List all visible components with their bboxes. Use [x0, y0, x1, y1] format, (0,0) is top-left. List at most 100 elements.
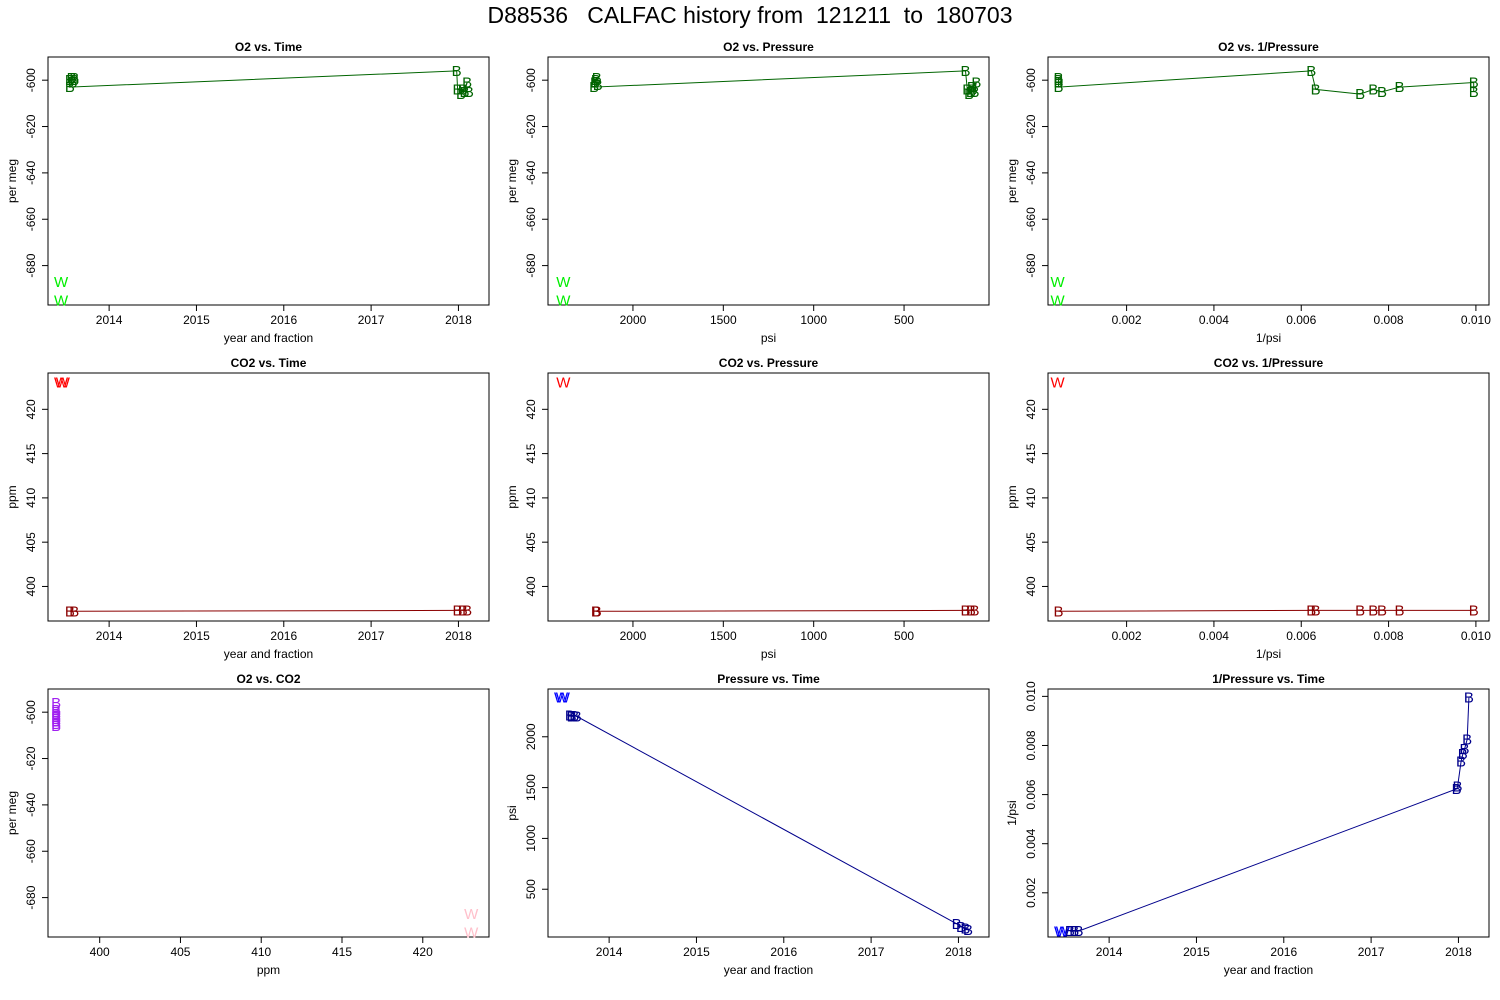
x-tick-label: 2014 [96, 313, 123, 327]
x-axis-label: psi [761, 647, 776, 661]
plot-frame [547, 56, 990, 306]
x-axis-label: year and fraction [724, 963, 813, 977]
data-point: B [67, 70, 77, 87]
x-axis-label: psi [761, 331, 776, 345]
x-tick-label: 2018 [445, 629, 472, 643]
data-point: B [69, 70, 79, 87]
data-point: B [1458, 746, 1468, 763]
data-point: B [51, 716, 61, 733]
data-point: B [968, 81, 978, 98]
figure-title: D88536 CALFAC history from 121211 to 180… [487, 2, 1013, 28]
x-tick-label: 1500 [710, 313, 737, 327]
series-line [595, 609, 975, 612]
data-point: W [556, 375, 571, 392]
y-tick-label: 400 [524, 576, 538, 596]
data-point: B [567, 708, 577, 725]
series-line [1058, 609, 1474, 612]
y-tick-label: 405 [1024, 532, 1038, 552]
y-axis-label: ppm [1005, 485, 1019, 508]
data-point: B [1462, 731, 1472, 748]
y-tick-label: 405 [524, 532, 538, 552]
x-axis-label: year and fraction [224, 331, 313, 345]
data-point: B [51, 702, 61, 719]
x-tick-label: 2017 [358, 629, 385, 643]
x-tick-label: 0.010 [1461, 313, 1491, 327]
y-tick-label: -680 [1024, 253, 1038, 277]
data-point: B [963, 922, 973, 939]
data-point: W [1051, 274, 1066, 291]
y-tick-label: -660 [524, 207, 538, 231]
x-axis-label: ppm [257, 963, 280, 977]
x-tick-label: 2018 [945, 945, 972, 959]
data-point: B [51, 709, 61, 726]
data-point: W [54, 292, 69, 309]
y-tick-label: 400 [1024, 576, 1038, 596]
panel: O2 vs. 1/Pressure 0.002 0.004 0.006 0.008 0.0… [1005, 40, 1491, 345]
y-tick-label: 415 [24, 443, 38, 463]
data-point: B [51, 704, 61, 721]
data-point: B [960, 63, 970, 80]
data-point: W [556, 292, 571, 309]
data-point: B [462, 602, 472, 619]
data-point: B [970, 84, 980, 101]
panel: Pressure vs. Time 2014 2015 2016 2017 2018 500… [505, 672, 990, 977]
y-tick-label: -640 [524, 161, 538, 185]
panel: O2 vs. Pressure 2000 1500 1000 500 -600 -620 -6… [505, 40, 990, 345]
data-point: B [67, 74, 77, 91]
data-point: B [453, 602, 463, 619]
data-point: B [1469, 602, 1479, 619]
data-point: B [458, 81, 468, 98]
data-point: B [456, 86, 466, 103]
y-tick-label: 2000 [524, 723, 538, 750]
data-point: B [452, 63, 462, 80]
data-point: B [1460, 741, 1470, 758]
data-point: W [1051, 375, 1066, 392]
y-tick-label: -660 [1024, 207, 1038, 231]
data-point: B [1453, 778, 1463, 795]
panel: 1/Pressure vs. Time 2014 2015 2016 2017 2018 0… [1005, 672, 1490, 977]
y-tick-label: 1500 [524, 774, 538, 801]
panel: CO2 vs. 1/Pressure 0.002 0.004 0.006 0.008 0.… [1005, 356, 1491, 661]
x-tick-label: 0.004 [1199, 313, 1229, 327]
y-axis-label: per meg [505, 159, 519, 203]
x-tick-label: 2000 [620, 313, 647, 327]
data-point: B [51, 711, 61, 728]
x-tick-label: 0.010 [1461, 629, 1491, 643]
x-tick-label: 0.006 [1286, 629, 1316, 643]
x-tick-label: 2018 [1445, 945, 1472, 959]
data-point: B [1377, 84, 1387, 101]
data-point: B [1053, 603, 1063, 620]
x-tick-label: 410 [251, 945, 271, 959]
x-axis-label: 1/psi [1256, 647, 1281, 661]
data-point: B [1355, 602, 1365, 619]
data-point: W [1051, 292, 1066, 309]
data-point: W [464, 924, 479, 941]
data-point: W [464, 906, 479, 923]
data-point: B [966, 84, 976, 101]
data-point: B [51, 706, 61, 723]
panel-title: O2 vs. 1/Pressure [1218, 40, 1319, 54]
data-point: B [1074, 923, 1084, 940]
x-tick-label: 2017 [858, 945, 885, 959]
series-line [69, 609, 468, 612]
x-tick-label: 2016 [770, 945, 797, 959]
data-point: B [956, 919, 966, 936]
x-axis-label: year and fraction [1224, 963, 1313, 977]
x-tick-label: 1500 [710, 629, 737, 643]
x-tick-label: 500 [894, 629, 914, 643]
x-tick-label: 2015 [683, 945, 710, 959]
data-point: B [458, 602, 468, 619]
panel-title: O2 vs. Time [235, 40, 302, 54]
data-point: B [51, 713, 61, 730]
plot-frame [1047, 372, 1490, 622]
y-tick-label: 400 [24, 576, 38, 596]
panel-title: CO2 vs. Time [231, 356, 307, 370]
y-tick-label: -680 [24, 885, 38, 909]
panel: CO2 vs. Pressure 2000 1500 1000 500 400 405 410… [505, 356, 990, 661]
y-tick-label: 0.008 [1024, 730, 1038, 760]
plot-frame [547, 372, 990, 622]
data-point: B [565, 707, 575, 724]
x-tick-label: 0.008 [1374, 629, 1404, 643]
data-point: B [51, 718, 61, 735]
y-tick-label: -600 [24, 68, 38, 92]
